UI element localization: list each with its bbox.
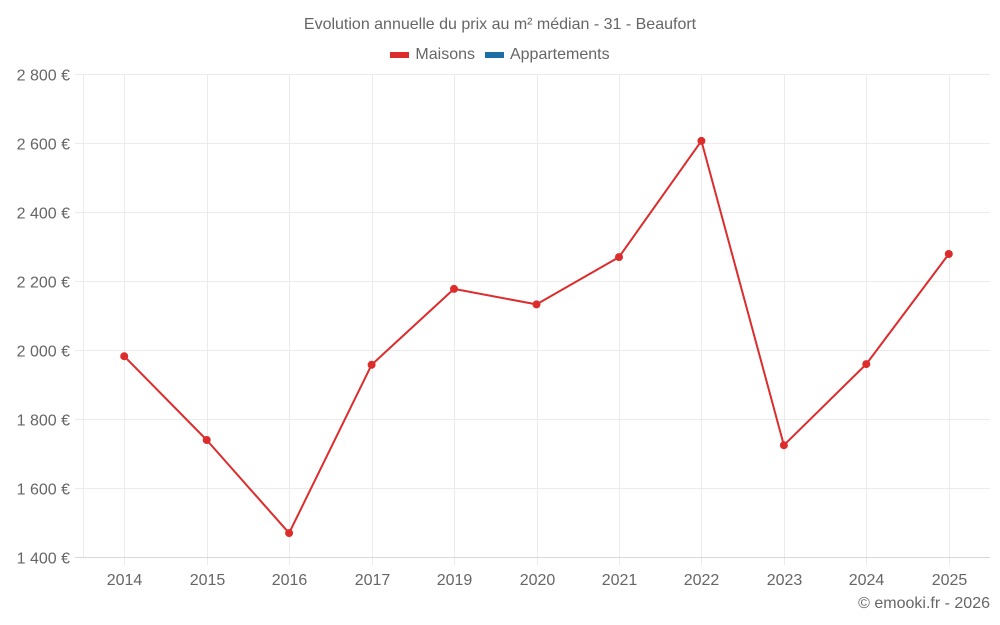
y-tick-label: 1 600 €	[17, 482, 70, 499]
data-point-2023[interactable]	[779, 441, 788, 450]
series-maisons	[120, 136, 953, 538]
x-tick-label: 2020	[520, 572, 556, 589]
legend: Maisons Appartements	[0, 44, 1000, 66]
data-point-2024[interactable]	[862, 360, 871, 369]
x-tick-label: 2021	[602, 572, 638, 589]
y-tick-label: 2 600 €	[17, 137, 70, 154]
x-tick-label: 2025	[932, 572, 968, 589]
x-tick-label: 2016	[272, 572, 308, 589]
y-axis: 1 400 € 1 600 € 1 800 € 2 000 € 2 200 € 2 400…	[17, 68, 70, 568]
data-point-2025[interactable]	[944, 250, 953, 258]
grid-lines	[75, 74, 990, 566]
chart-title: Evolution annuelle du prix au m² médian …	[303, 16, 697, 33]
data-point-2016[interactable]	[285, 529, 294, 538]
data-point-2014[interactable]	[120, 352, 129, 361]
x-tick-label: 2017	[355, 572, 391, 589]
y-tick-label: 2 200 €	[17, 275, 70, 292]
x-tick-label: 2014	[107, 572, 143, 589]
legend-swatch-appartements-icon	[484, 52, 504, 58]
x-axis: 2014 2015 2016 2017 2019 2020 2021 2022 2023 2024…	[75, 557, 990, 589]
legend-swatch-maisons-icon	[390, 52, 410, 58]
legend-item-maisons[interactable]: Maisons	[390, 44, 475, 66]
legend-item-appartements[interactable]: Appartements	[484, 44, 610, 66]
y-tick-label: 2 800 €	[17, 68, 70, 85]
credit-text: © emooki.fr - 2026	[858, 595, 990, 612]
y-tick-label: 2 000 €	[17, 344, 70, 361]
x-tick-label: 2022	[684, 572, 720, 589]
x-tick-label: 2023	[767, 572, 803, 589]
data-point-2019[interactable]	[450, 284, 458, 293]
legend-label-maisons: Maisons	[415, 46, 475, 63]
y-tick-label: 2 400 €	[17, 206, 70, 223]
y-tick-label: 1 800 €	[17, 413, 70, 430]
data-point-2015[interactable]	[202, 436, 211, 444]
x-tick-label: 2015	[190, 572, 226, 589]
data-point-2022[interactable]	[697, 136, 706, 145]
legend-label-appartements: Appartements	[509, 46, 610, 63]
y-tick-label: 1 400 €	[17, 551, 70, 568]
x-tick-label: 2024	[849, 572, 885, 589]
x-tick-label: 2019	[437, 572, 473, 589]
data-point-2017[interactable]	[367, 360, 376, 369]
series-line-maisons	[123, 139, 950, 535]
data-point-2021[interactable]	[615, 253, 623, 262]
data-point-2020[interactable]	[532, 300, 541, 309]
